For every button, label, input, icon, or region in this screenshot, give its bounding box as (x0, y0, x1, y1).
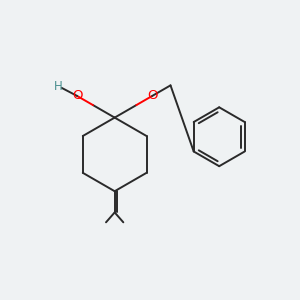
Text: O: O (72, 89, 83, 103)
Text: H: H (53, 80, 62, 93)
Text: O: O (147, 89, 158, 103)
